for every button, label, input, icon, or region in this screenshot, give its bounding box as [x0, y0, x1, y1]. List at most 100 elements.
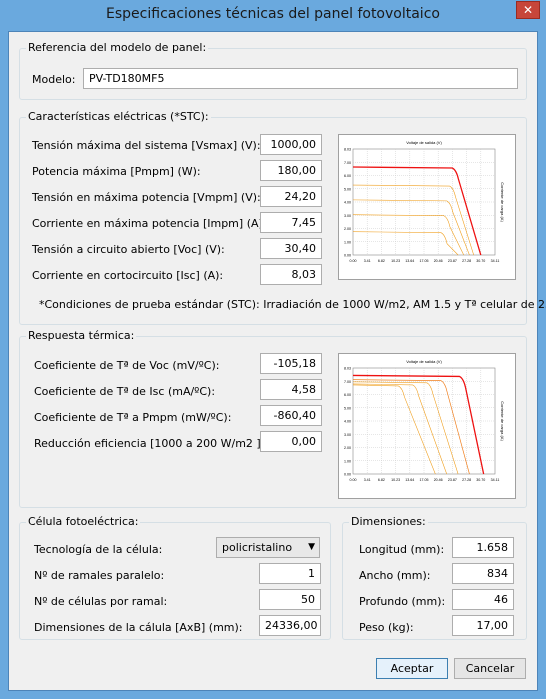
y-tick-label: 3.00	[344, 433, 351, 437]
y-tick-label: 4.00	[344, 420, 351, 424]
iv-chart-thermal: Voltaje de salida (V) 8.03 7.00 6.00 5.00 4.0…	[338, 353, 516, 499]
x-tick-label: 30.70	[476, 259, 485, 263]
parallel-strings-input[interactable]: 1	[259, 563, 321, 584]
iv-chart-stc-svg: Voltaje de salida (V) 8.03 7.00 6.00 5.00 4.0…	[344, 140, 505, 263]
electrical-group-legend: Características eléctricas (*STC):	[26, 110, 211, 123]
y-tick-label: 7.00	[344, 161, 351, 165]
voc-input[interactable]: 30,40	[260, 238, 322, 259]
width-input[interactable]: 834	[452, 563, 514, 584]
x-tick-label: 6.82	[378, 478, 385, 482]
cell-tech-label: Tecnología de la célula:	[34, 543, 163, 556]
x-tick-label: 3.41	[364, 259, 371, 263]
y-tick-label: 8.03	[344, 148, 351, 152]
cancel-button[interactable]: Cancelar	[454, 658, 526, 679]
y-tick-label: 6.00	[344, 174, 351, 178]
iv-curve	[352, 379, 470, 475]
isc-coef-label: Coeficiente de Tª de Isc (mA/ºC):	[34, 385, 216, 398]
length-input[interactable]: 1.658	[452, 537, 514, 558]
y-tick-label: 4.00	[344, 201, 351, 205]
isc-input[interactable]: 8,03	[260, 264, 322, 285]
iv-curve	[352, 374, 485, 475]
y-tick-label: 5.00	[344, 406, 351, 410]
weight-label: Peso (kg):	[359, 621, 414, 634]
iv-curve	[352, 214, 465, 256]
accept-button[interactable]: Aceptar	[376, 658, 448, 679]
model-group-legend: Referencia del modelo de panel:	[26, 41, 209, 54]
x-tick-label: 10.23	[391, 259, 400, 263]
pmpm-input[interactable]: 180,00	[260, 160, 322, 181]
cells-per-string-input[interactable]: 50	[259, 589, 321, 610]
y-tick-label: 3.00	[344, 214, 351, 218]
pmpm-coef-input[interactable]: -860,40	[260, 405, 322, 426]
depth-label: Profundo (mm):	[359, 595, 446, 608]
cell-group: Célula fotoeléctrica: Tecnología de la c…	[19, 515, 331, 640]
x-tick-label: 13.64	[405, 478, 414, 482]
iv-curve	[352, 166, 482, 256]
vmpm-label: Tensión en máxima potencia [Vmpm] (V):	[32, 191, 261, 204]
x-tick-label: 34.11	[491, 259, 500, 263]
voc-label: Tensión a circuito abierto [Voc] (V):	[32, 243, 225, 256]
y-axis-label: Corriente de carga (A)	[500, 182, 505, 222]
iv-curve	[352, 381, 459, 475]
weight-input[interactable]: 17,00	[452, 615, 514, 636]
isc-coef-input[interactable]: 4,58	[260, 379, 322, 400]
isc-label: Corriente en cortocircuito [Isc] (A):	[32, 269, 224, 282]
model-input[interactable]: PV-TD180MF5	[83, 68, 518, 89]
cell-dimensions-label: Dimensiones de la cálula [AxB] (mm):	[34, 621, 243, 634]
close-button[interactable]: ✕	[516, 1, 540, 19]
x-tick-label: 34.11	[491, 478, 500, 482]
efficiency-reduction-input[interactable]: 0,00	[260, 431, 322, 452]
iv-chart-thermal-svg: Voltaje de salida (V) 8.03 7.00 6.00 5.00 4.0…	[344, 359, 505, 482]
cell-tech-value: policristalino	[222, 541, 293, 554]
y-tick-label: 0.00	[344, 254, 351, 258]
cell-dimensions-input[interactable]: 24336,00	[259, 615, 321, 636]
length-label: Longitud (mm):	[359, 543, 445, 556]
impm-input[interactable]: 7,45	[260, 212, 322, 233]
thermal-group: Respuesta térmica: Coeficiente de Tª de …	[19, 329, 527, 508]
y-tick-label: 6.00	[344, 393, 351, 397]
impm-label: Corriente en máxima potencia [Impm] (A):	[32, 217, 267, 230]
thermal-group-legend: Respuesta térmica:	[26, 329, 137, 342]
voc-coef-label: Coeficiente de Tª de Voc (mV/ºC):	[34, 359, 220, 372]
pmpm-coef-label: Coeficiente de Tª a Pmpm (mW/ºC):	[34, 411, 232, 424]
vsmax-label: Tensión máxima del sistema [Vsmax] (V):	[32, 139, 261, 152]
x-tick-label: 17.05	[420, 478, 429, 482]
iv-curve	[352, 384, 436, 475]
model-group: Referencia del modelo de panel: Modelo: …	[19, 41, 527, 100]
x-tick-label: 27.28	[462, 478, 471, 482]
stc-note: *Condiciones de prueba estándar (STC): I…	[39, 298, 546, 311]
vmpm-input[interactable]: 24,20	[260, 186, 322, 207]
y-tick-label: 2.00	[344, 227, 351, 231]
y-tick-label: 2.00	[344, 446, 351, 450]
dimensions-group-legend: Dimensiones:	[349, 515, 428, 528]
vsmax-input[interactable]: 1000,00	[260, 134, 322, 155]
cell-group-legend: Célula fotoeléctrica:	[26, 515, 141, 528]
x-tick-label: 20.46	[434, 478, 443, 482]
chart-title: Voltaje de salida (V)	[406, 140, 442, 145]
title-bar[interactable]: Especificaciones técnicas del panel foto…	[0, 0, 546, 30]
window-title: Especificaciones técnicas del panel foto…	[106, 6, 440, 22]
iv-curve	[352, 199, 470, 256]
x-tick-label: 3.41	[364, 478, 371, 482]
voc-coef-input[interactable]: -105,18	[260, 353, 322, 374]
parallel-strings-label: Nº de ramales paralelo:	[34, 569, 165, 582]
x-tick-label: 23.87	[448, 259, 457, 263]
y-tick-label: 0.00	[344, 473, 351, 477]
y-tick-label: 8.03	[344, 367, 351, 371]
cell-tech-select[interactable]: policristalino ▼	[216, 537, 320, 558]
model-label: Modelo:	[32, 73, 76, 86]
y-tick-label: 5.00	[344, 187, 351, 191]
depth-input[interactable]: 46	[452, 589, 514, 610]
y-axis-label: Corriente de carga (A)	[500, 401, 505, 441]
dimensions-group: Dimensiones: Longitud (mm): 1.658 Ancho …	[342, 515, 527, 640]
width-label: Ancho (mm):	[359, 569, 431, 582]
iv-chart-stc: Voltaje de salida (V) 8.03 7.00 6.00 5.00 4.0…	[338, 134, 516, 280]
x-tick-label: 23.87	[448, 478, 457, 482]
iv-curve	[352, 184, 474, 256]
cells-per-string-label: Nº de células por ramal:	[34, 595, 168, 608]
iv-curve	[352, 383, 448, 475]
x-tick-label: 10.23	[391, 478, 400, 482]
x-tick-label: 13.64	[405, 259, 414, 263]
x-tick-label: 20.46	[434, 259, 443, 263]
x-tick-label: 17.05	[420, 259, 429, 263]
